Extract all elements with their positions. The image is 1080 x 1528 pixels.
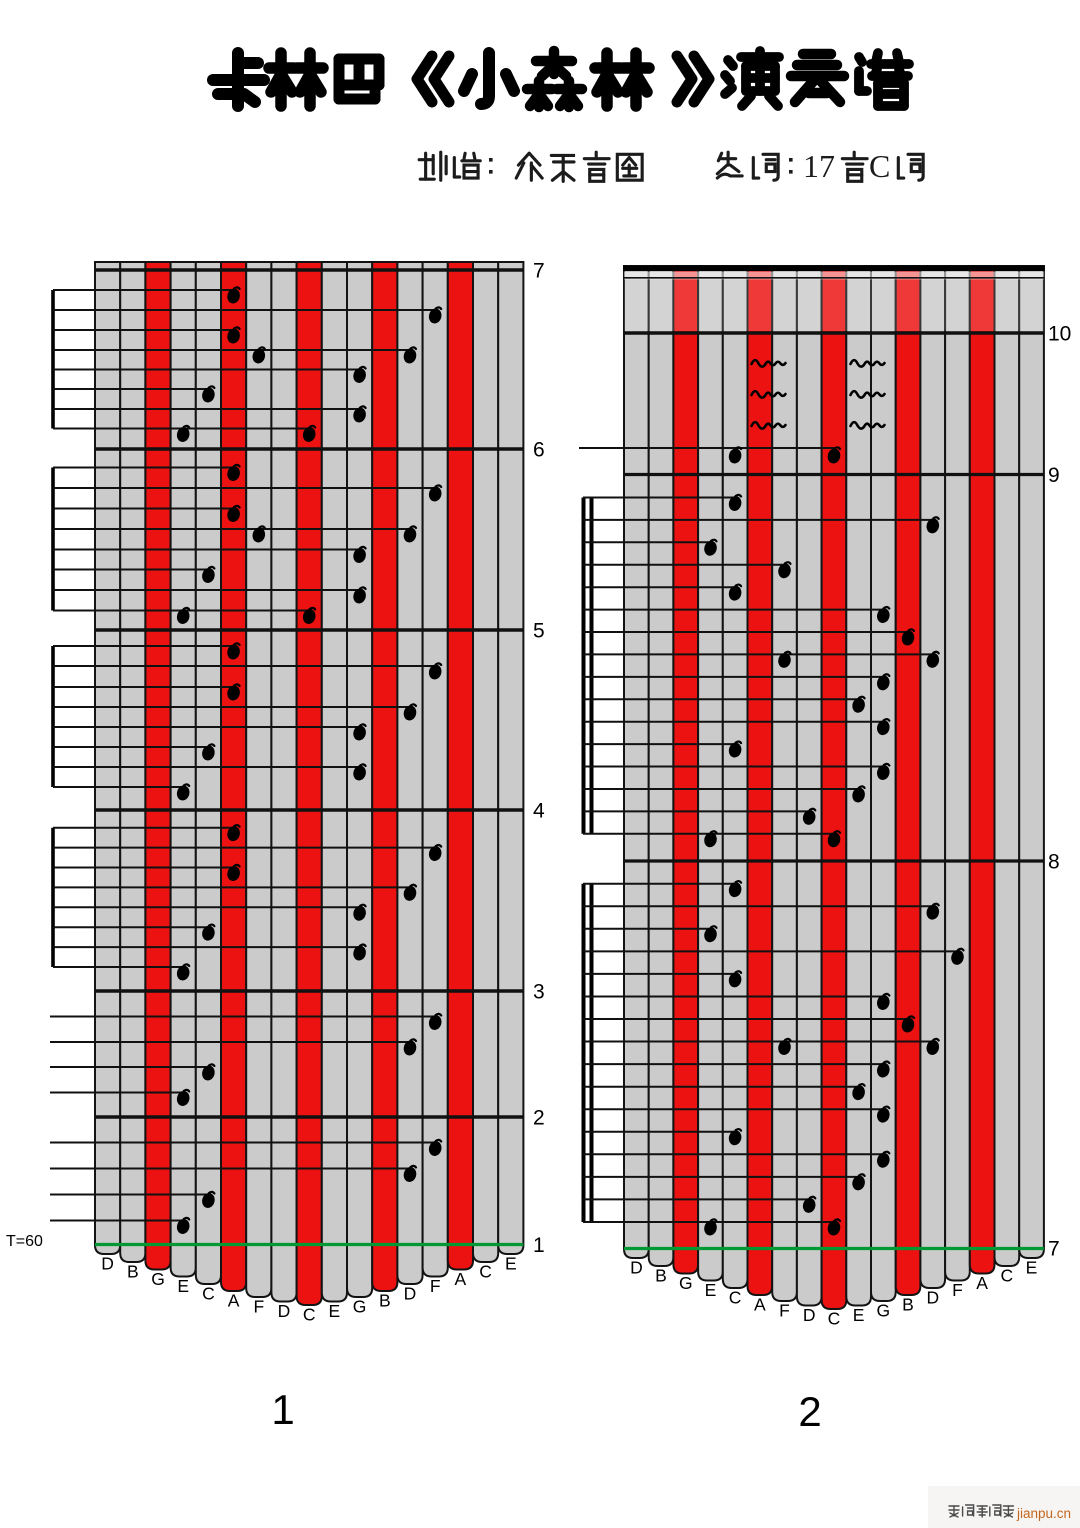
- svg-text:C: C: [869, 148, 890, 184]
- svg-text:E: E: [329, 1301, 341, 1321]
- svg-text:A: A: [228, 1291, 240, 1311]
- svg-text:3: 3: [533, 981, 545, 1004]
- svg-text:A: A: [976, 1273, 988, 1293]
- svg-text:E: E: [1026, 1258, 1038, 1278]
- svg-text:F: F: [430, 1276, 441, 1296]
- svg-text:T=60: T=60: [6, 1233, 43, 1250]
- svg-text:E: E: [853, 1305, 865, 1325]
- svg-text:G: G: [876, 1301, 890, 1321]
- svg-text:C: C: [729, 1288, 742, 1308]
- svg-text:B: B: [655, 1266, 667, 1286]
- svg-text:D: D: [404, 1284, 417, 1304]
- svg-text:5: 5: [533, 620, 545, 643]
- svg-text:D: D: [803, 1305, 816, 1325]
- svg-text:D: D: [278, 1301, 291, 1321]
- svg-text:C: C: [303, 1305, 316, 1325]
- svg-text:C: C: [828, 1309, 841, 1329]
- svg-text:7: 7: [1048, 1238, 1060, 1261]
- svg-text:2: 2: [798, 1388, 821, 1435]
- svg-text:F: F: [779, 1301, 790, 1321]
- svg-text:C: C: [1000, 1266, 1013, 1286]
- svg-text:C: C: [479, 1262, 492, 1282]
- svg-text:D: D: [630, 1258, 643, 1278]
- svg-text:D: D: [926, 1288, 939, 1308]
- svg-text:B: B: [127, 1262, 139, 1282]
- svg-text:A: A: [754, 1295, 766, 1315]
- svg-text:8: 8: [1048, 851, 1060, 874]
- svg-text:G: G: [353, 1297, 367, 1317]
- svg-text:G: G: [151, 1269, 165, 1289]
- svg-text:B: B: [379, 1291, 391, 1311]
- svg-text:E: E: [505, 1254, 517, 1274]
- svg-text:C: C: [202, 1284, 215, 1304]
- svg-text:2: 2: [533, 1107, 545, 1130]
- svg-text:10: 10: [1048, 323, 1071, 346]
- svg-text:4: 4: [533, 800, 545, 823]
- svg-text:G: G: [679, 1273, 693, 1293]
- svg-text:9: 9: [1048, 464, 1060, 487]
- svg-text:E: E: [705, 1280, 717, 1300]
- svg-text:E: E: [177, 1276, 189, 1296]
- svg-text:F: F: [952, 1280, 963, 1300]
- svg-text:17: 17: [803, 148, 835, 184]
- svg-text:6: 6: [533, 439, 545, 462]
- svg-text:7: 7: [533, 260, 545, 283]
- svg-text:B: B: [902, 1295, 914, 1315]
- svg-text:1: 1: [271, 1386, 294, 1433]
- svg-text:jianpu.cn: jianpu.cn: [1016, 1506, 1071, 1521]
- svg-text:D: D: [101, 1254, 114, 1274]
- svg-text:1: 1: [533, 1234, 545, 1257]
- svg-text:F: F: [253, 1297, 264, 1317]
- svg-text:A: A: [455, 1269, 467, 1289]
